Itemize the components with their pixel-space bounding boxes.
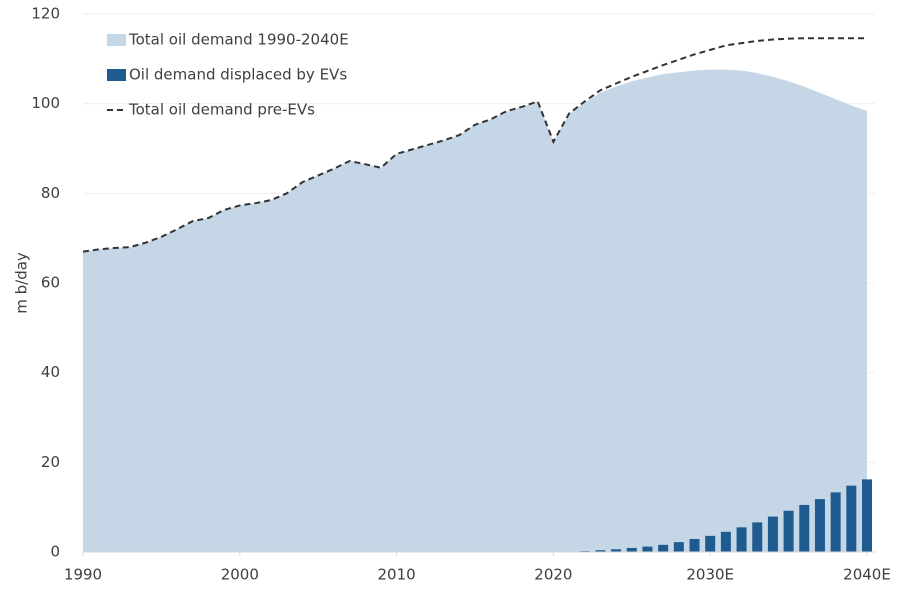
y-axis-label: m b/day — [13, 252, 31, 314]
legend-swatch — [107, 34, 126, 46]
x-tick-label: 2040E — [843, 566, 891, 584]
bar — [846, 485, 857, 552]
bar — [658, 544, 669, 552]
bar — [783, 510, 794, 552]
y-tick-label: 60 — [41, 274, 60, 292]
x-tick-label: 1990 — [64, 566, 102, 584]
bar — [673, 542, 684, 552]
line — [82, 37, 867, 253]
y-tick-label: 80 — [41, 184, 60, 202]
bar — [862, 479, 872, 552]
x-tick-label: 2010 — [378, 566, 416, 584]
x-tick-label: 2020 — [534, 566, 572, 584]
bar — [689, 538, 700, 552]
y-tick-label: 0 — [50, 543, 60, 561]
bar — [642, 546, 653, 552]
bar — [705, 535, 716, 552]
area — [83, 69, 867, 553]
bar — [595, 550, 606, 552]
bar — [611, 549, 622, 552]
x-tick-label: 2030E — [686, 566, 734, 584]
bar — [799, 504, 810, 552]
bar — [752, 522, 763, 552]
x-tick-label: 2000 — [221, 566, 259, 584]
legend-swatch — [107, 69, 126, 81]
y-tick-label: 100 — [31, 94, 60, 112]
legend-label: Oil demand displaced by EVs — [129, 66, 347, 84]
bar — [767, 516, 778, 552]
y-tick-label: 40 — [41, 363, 60, 381]
y-tick-label: 20 — [41, 453, 60, 471]
bar — [720, 531, 731, 552]
bar — [830, 492, 841, 552]
y-tick-label: 120 — [31, 5, 60, 23]
bar — [736, 527, 747, 552]
bar — [626, 547, 637, 552]
bar — [814, 499, 825, 552]
legend-label: Total oil demand pre-EVs — [128, 101, 315, 119]
legend-label: Total oil demand 1990-2040E — [128, 31, 349, 49]
